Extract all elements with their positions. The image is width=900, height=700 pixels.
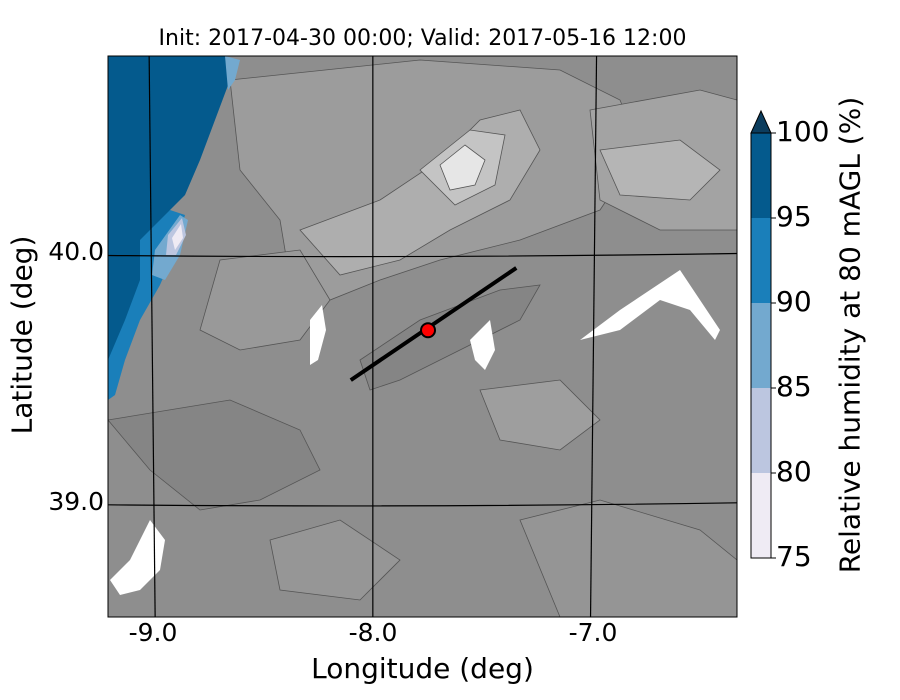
- colorbar-segment: [751, 133, 771, 218]
- colorbar-segment: [751, 303, 771, 388]
- parallel-line: [108, 502, 737, 507]
- meridian-line: [589, 56, 598, 617]
- x-axis-label: Longitude (deg): [311, 652, 534, 685]
- cross-section-line: [349, 266, 518, 382]
- terrain-mid: [199, 249, 331, 351]
- river-gap: [310, 305, 326, 365]
- map-frame: [107, 55, 738, 618]
- river-gap: [470, 320, 495, 370]
- colorbar-tick-label: 85: [776, 370, 812, 403]
- graticule: [108, 56, 737, 617]
- terrain-mid: [479, 379, 601, 451]
- x-tick-label: -7.0: [568, 618, 618, 647]
- colorbar-tick-label: 95: [776, 200, 812, 233]
- humidity-coast-90: [225, 56, 240, 90]
- terrain-lowland: [269, 519, 401, 601]
- colorbar-extend-arrow: [750, 109, 772, 134]
- overlay-layer: [349, 266, 518, 382]
- colorbar-label: Relative humidity at 80 mAGL (%): [833, 96, 867, 574]
- terrain-peak: [439, 144, 486, 191]
- colorbar-tick-label: 100: [776, 115, 830, 148]
- terrain-high: [599, 139, 721, 201]
- plot-title: Init: 2017-04-30 00:00; Valid: 2017-05-1…: [158, 26, 687, 51]
- colorbar-tick-label: 80: [776, 455, 812, 488]
- river-gap: [580, 270, 720, 340]
- y-tick-label: 39.0: [48, 487, 104, 516]
- colorbar-tick-label: 75: [776, 540, 812, 573]
- station-marker: [420, 322, 437, 339]
- colorbar: [750, 109, 776, 559]
- terrain-lowland: [108, 399, 321, 511]
- x-tick-label: -9.0: [128, 618, 178, 647]
- colorbar-segment: [751, 218, 771, 303]
- colorbar-segment: [751, 473, 771, 558]
- colorbar-segment: [751, 388, 771, 473]
- colorbar-tick-label: 90: [776, 285, 812, 318]
- river-gap: [110, 520, 165, 595]
- terrain-valley: [359, 284, 541, 391]
- x-tick-label: -8.0: [348, 618, 398, 647]
- y-axis-label: Latitude (deg): [5, 235, 39, 435]
- meridian-line: [148, 56, 156, 617]
- parallel-line: [108, 252, 737, 258]
- humidity-coast-80: [172, 224, 183, 250]
- terrain-lowland: [519, 499, 737, 617]
- humidity-coast-100: [108, 56, 230, 380]
- colorbar-frame: [750, 132, 772, 559]
- y-tick-label: 40.0: [48, 237, 104, 266]
